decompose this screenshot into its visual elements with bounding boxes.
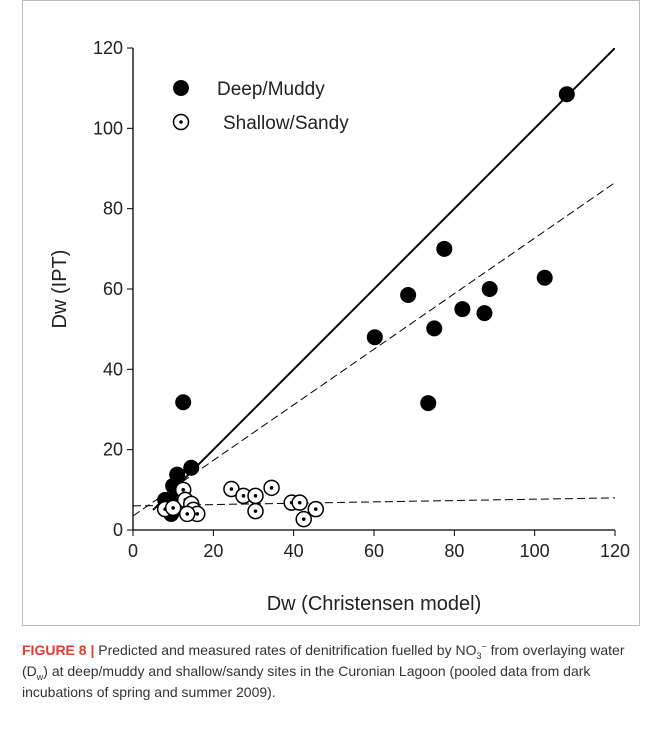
legend-label: Deep/Muddy [217,79,325,100]
point-dot [301,517,306,521]
point-dot [269,486,274,490]
y-axis-label: Dw (IPT) [49,250,71,329]
y-tick-label: 120 [93,38,123,58]
y-tick-label: 80 [103,199,123,219]
caption-sub: w [36,671,44,682]
regression-line [133,182,615,517]
x-tick-label: 40 [284,541,304,561]
point [426,320,443,337]
point [400,287,417,304]
point-dot [253,494,258,498]
x-tick-label: 0 [128,541,138,561]
caption-text: ) at deep/muddy and shallow/sandy sites … [22,663,591,700]
point-dot [313,507,318,511]
identity-line [152,48,615,511]
point [536,269,553,286]
caption-text: from overlaying water (D [22,642,625,679]
x-tick-label: 80 [444,541,464,561]
x-tick-label: 60 [364,541,384,561]
point [454,301,471,318]
caption-text: Predicted and measured rates of denitrif… [94,642,477,658]
figure-frame [22,0,640,626]
point [366,329,383,346]
y-tick-label: 20 [103,440,123,460]
caption-sup: − [481,641,487,652]
point-dot [195,512,200,516]
point-dot [297,500,302,505]
regression-line [133,497,615,507]
point-dot [253,509,258,513]
x-tick-label: 20 [203,541,223,561]
point [175,394,192,411]
point [436,240,453,257]
point-dot [229,487,234,491]
point-dot [181,488,186,492]
point [183,459,200,476]
point-dot [179,120,183,124]
legend-marker [173,80,189,96]
x-axis-label: Dw (Christensen model) [267,593,482,615]
point-dot [171,506,175,510]
caption-label: FIGURE 8 | [22,642,95,658]
y-tick-label: 100 [93,118,123,138]
caption-sub: 3 [476,650,482,661]
legend-label: Shallow/Sandy [223,113,349,134]
point [476,305,493,322]
point-dot [241,494,246,498]
y-tick-label: 40 [103,359,123,379]
point [558,86,575,103]
x-tick-label: 120 [600,541,630,561]
y-tick-label: 60 [103,279,123,299]
point-dot [185,512,190,516]
y-tick-label: 0 [113,520,123,540]
point [420,395,437,412]
caption: FIGURE 8 | Predicted and measured rates … [22,640,637,703]
x-tick-label: 100 [520,541,550,561]
chart: Dw (Christensen model) Dw (IPT) 0 20 40 60 8… [22,0,640,626]
point [481,281,498,297]
